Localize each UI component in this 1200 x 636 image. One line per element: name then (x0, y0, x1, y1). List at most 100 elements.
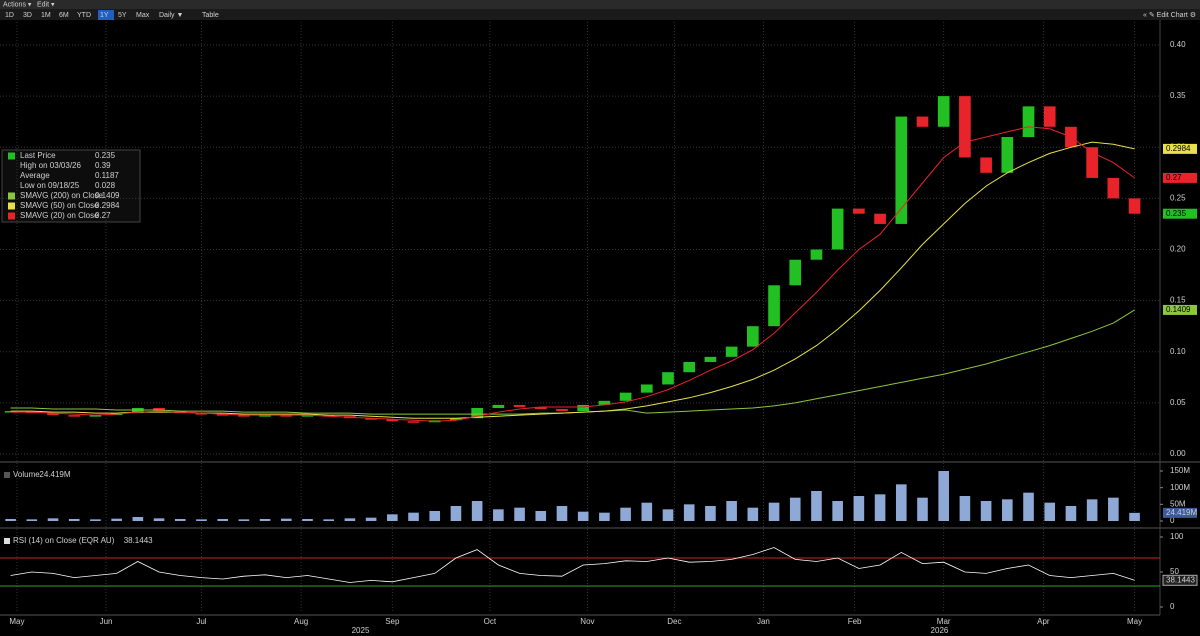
volume-bar (217, 519, 228, 521)
value-tag (1163, 304, 1197, 315)
legend-value: 38.1443 (124, 536, 153, 545)
candle (471, 407, 483, 419)
legend-value: 0.1187 (95, 171, 119, 180)
rsi-line (10, 547, 1135, 583)
volume-bar (323, 519, 335, 521)
candle (386, 419, 399, 422)
volume-bar (280, 518, 292, 521)
range-button[interactable]: 1M (41, 12, 51, 19)
candle (1107, 177, 1120, 199)
candle (831, 208, 844, 250)
volume-bar (111, 518, 122, 521)
volume-bar (1086, 499, 1098, 521)
range-button[interactable]: Daily ▼ (159, 12, 183, 19)
candle (725, 346, 738, 357)
candle (874, 213, 886, 224)
sma-line (10, 126, 1135, 422)
volume-bar (599, 512, 610, 521)
candle (534, 406, 547, 410)
range-button[interactable]: 5Y (118, 12, 127, 19)
candle (1086, 147, 1098, 178)
legend-value: 0.39 (95, 161, 111, 170)
volume-bar (153, 518, 165, 521)
value-tag-label: 0.27 (1166, 173, 1182, 182)
volume-bar (196, 519, 207, 521)
volume-bar (895, 484, 907, 521)
volume-bar (980, 501, 992, 521)
candle (492, 404, 505, 408)
value-tag (1163, 143, 1197, 154)
volume-bar (577, 511, 589, 521)
x-tick-label: Sep (385, 617, 400, 626)
value-tag (1163, 208, 1197, 219)
candle (259, 415, 271, 417)
legend-label: Average (20, 171, 50, 180)
legend-label: High on 03/03/26 (20, 161, 81, 170)
candle (365, 418, 377, 420)
y-tick-label: 0.25 (1170, 193, 1186, 202)
y-tick-label: 0.35 (1170, 91, 1186, 100)
edit-chart[interactable]: « ✎ Edit Chart ⚙ (1143, 11, 1196, 19)
y-tick-label: 0 (1170, 602, 1175, 611)
volume-bar (238, 519, 250, 521)
candle (556, 409, 568, 412)
range-button[interactable]: 1D (5, 12, 14, 19)
volume-bar (174, 519, 186, 521)
range-active (98, 10, 114, 20)
candle (132, 407, 144, 414)
legend-swatch (8, 152, 15, 160)
x-tick-label: Oct (484, 617, 497, 626)
candle (640, 384, 653, 393)
y-tick-label: 0.10 (1170, 347, 1186, 356)
volume-bar (408, 512, 419, 521)
range-button[interactable]: 6M (59, 12, 69, 19)
candle (195, 413, 208, 415)
range-button[interactable]: 3D (23, 12, 32, 19)
volume-bar (344, 518, 356, 521)
candle (89, 415, 102, 417)
candle (619, 392, 632, 401)
range-button[interactable]: Max (136, 12, 150, 19)
volume-bar (1129, 512, 1140, 521)
candle (598, 400, 611, 405)
y-tick-label: 50 (1170, 567, 1179, 576)
menu-item[interactable]: Edit ▾ (37, 1, 55, 8)
y-tick-label: 0.15 (1170, 296, 1186, 305)
volume-bar (90, 519, 101, 521)
volume-bar (450, 506, 462, 521)
volume-bar (26, 519, 38, 521)
legend-box (1, 149, 141, 223)
range-button[interactable]: 1Y (100, 12, 109, 19)
y-tick-label: 100 (1170, 532, 1184, 541)
volume-bar (832, 501, 843, 521)
candle (853, 208, 865, 214)
volume-bar (68, 519, 80, 521)
legend-swatch (8, 202, 15, 210)
legend-label: SMAVG (50) on Close (20, 201, 99, 210)
x-tick-label: Jan (757, 617, 770, 626)
volume-bar (365, 517, 377, 521)
volume-bar (471, 501, 483, 521)
candle (747, 326, 759, 347)
volume-bar (641, 502, 653, 521)
legend-swatch (4, 472, 10, 478)
legend-label: Last Price (20, 151, 56, 160)
value-tag-label: 38.1443 (1166, 575, 1195, 584)
y-tick-label: 150M (1170, 466, 1190, 475)
x-tick-label: May (1127, 617, 1142, 626)
menu-item[interactable]: Actions ▾ (3, 1, 32, 8)
volume-bar (1023, 492, 1034, 521)
x-tick-label: Aug (294, 617, 308, 626)
candle (980, 157, 992, 173)
range-button[interactable]: Table (202, 12, 219, 19)
y-tick-label: 0 (1170, 516, 1175, 525)
value-tag-label: 24.419M (1166, 508, 1197, 517)
volume-bar (1108, 497, 1119, 521)
legend-swatch (8, 192, 15, 200)
x-tick-label: Jul (196, 617, 206, 626)
range-button[interactable]: YTD (77, 12, 91, 19)
x-tick-label: Apr (1037, 617, 1050, 626)
volume-bar (387, 514, 398, 521)
